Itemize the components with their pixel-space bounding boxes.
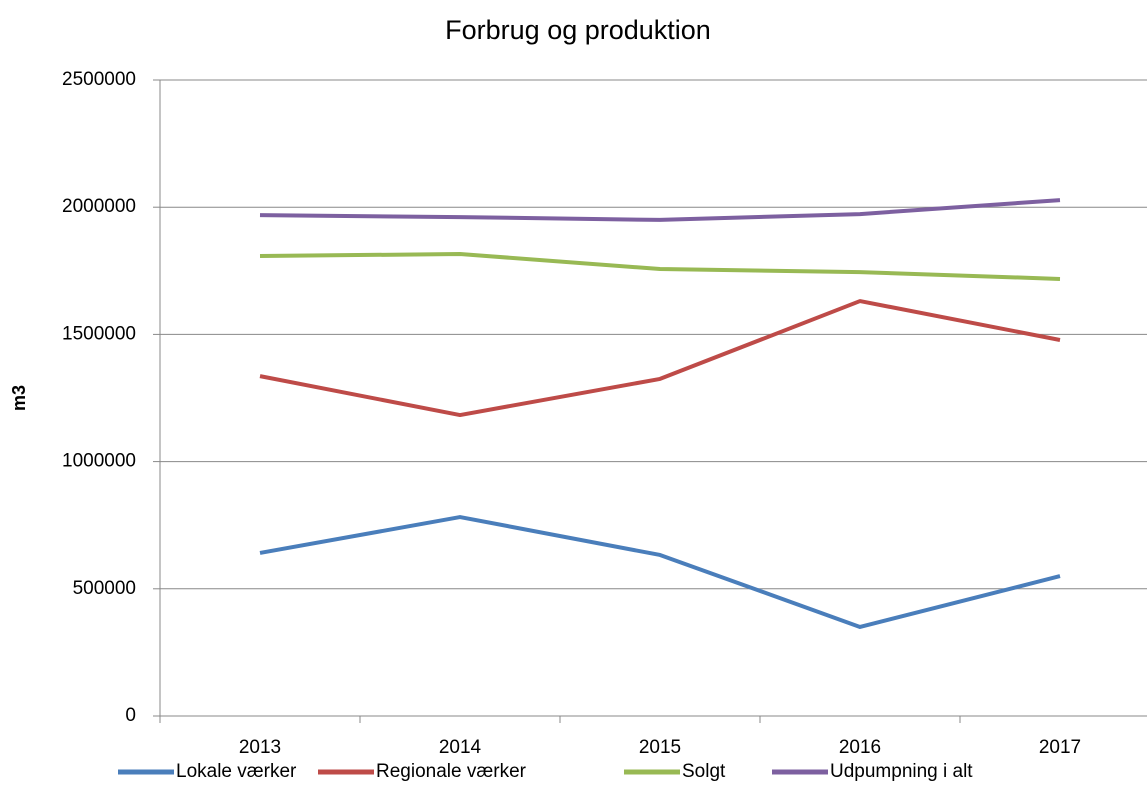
series-line [259,299,1061,418]
series-line [259,252,1061,281]
chart-title: Forbrug og produktion [445,15,711,45]
y-tick-label: 1000000 [62,451,136,472]
x-tick-label: 2017 [1039,737,1081,758]
x-tick-label: 2014 [439,737,482,758]
x-tick-label: 2015 [639,737,681,758]
y-axis-label: m3 [9,385,29,411]
legend-label: Lokale værker [176,761,297,782]
legend-label: Solgt [682,761,726,782]
y-tick-label: 500000 [73,578,136,599]
y-tick-label: 0 [125,705,136,726]
series-line [259,198,1061,222]
x-tick-label: 2013 [239,737,281,758]
series-line [259,515,1061,629]
y-tick-label: 2500000 [62,69,136,90]
y-tick-label: 2000000 [62,196,136,217]
legend-label: Udpumpning i alt [830,761,973,782]
x-tick-label: 2016 [839,737,881,758]
y-tick-label: 1500000 [62,323,136,344]
legend-label: Regionale værker [376,761,527,782]
